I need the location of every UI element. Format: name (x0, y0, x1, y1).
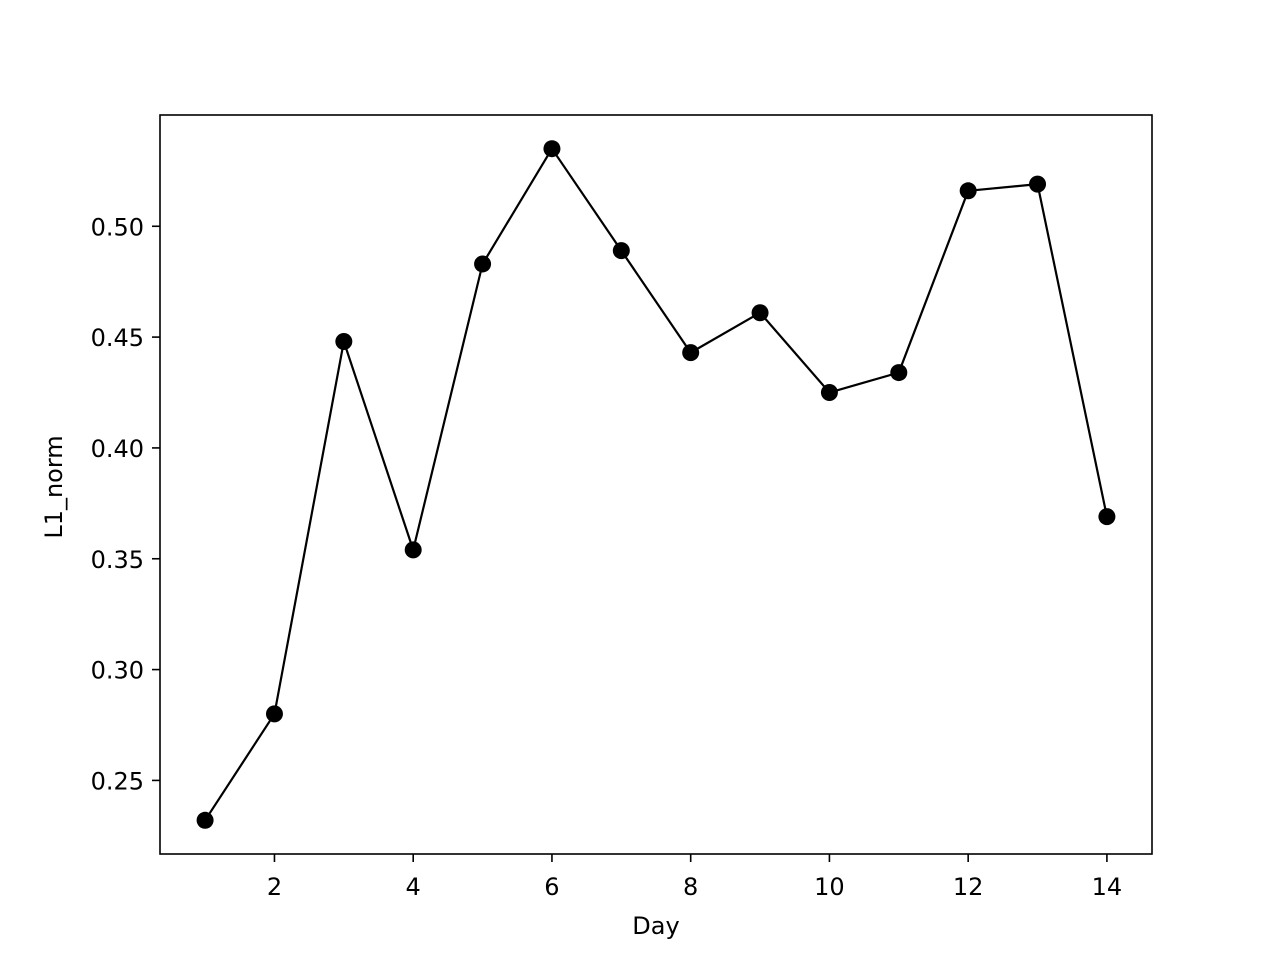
x-axis: 2 4 6 8 10 12 14 (267, 854, 1122, 901)
y-tick-label: 0.40 (91, 435, 144, 463)
data-point-day-1 (196, 811, 214, 829)
x-tick-label: 12 (953, 873, 984, 901)
y-tick-label: 0.50 (91, 213, 144, 241)
data-point-day-7 (612, 242, 630, 260)
x-tick-label: 8 (683, 873, 698, 901)
x-tick-label: 10 (814, 873, 845, 901)
x-axis-label: Day (632, 912, 679, 940)
data-point-day-4 (404, 541, 422, 559)
x-tick-label: 4 (406, 873, 421, 901)
y-axis: 0.25 0.30 0.35 0.40 0.45 0.50 (91, 213, 160, 795)
x-tick-label: 6 (544, 873, 559, 901)
y-tick-label: 0.30 (91, 657, 144, 685)
data-point-day-14 (1098, 508, 1116, 526)
axes-frame (159, 114, 1153, 855)
y-tick-label: 0.25 (91, 767, 144, 795)
plot-area (196, 140, 1116, 829)
data-point-day-9 (751, 304, 769, 322)
x-tick-label: 2 (267, 873, 282, 901)
data-point-day-5 (474, 255, 492, 273)
y-tick-label: 0.45 (91, 324, 144, 352)
series-line (204, 147, 1108, 821)
data-point-day-12 (959, 182, 977, 200)
data-point-day-3 (335, 333, 353, 351)
data-point-day-2 (265, 705, 283, 723)
y-tick-label: 0.35 (91, 546, 144, 574)
data-point-day-6 (543, 140, 561, 158)
y-axis-label: L1_norm (40, 435, 68, 538)
x-tick-label: 14 (1092, 873, 1123, 901)
data-point-day-8 (682, 344, 700, 362)
data-point-day-11 (890, 364, 908, 382)
data-point-day-13 (1029, 175, 1047, 193)
data-point-day-10 (820, 384, 838, 402)
